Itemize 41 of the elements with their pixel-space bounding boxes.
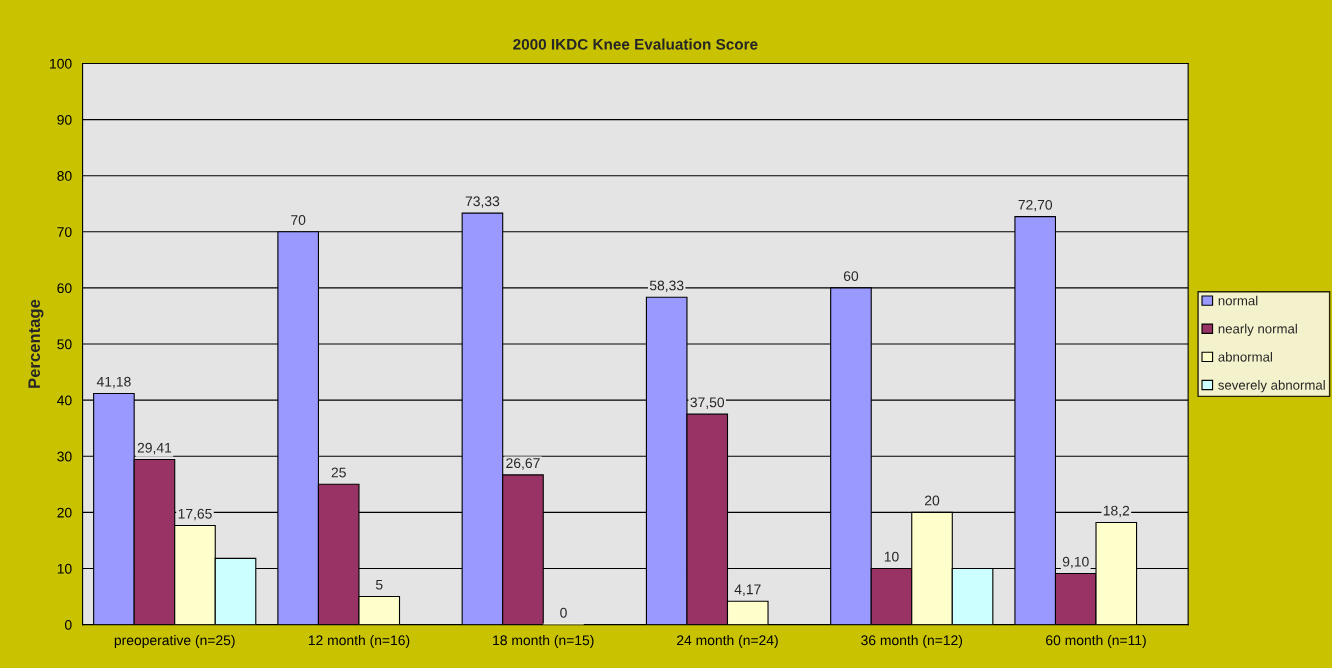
data-label: 17,65 — [178, 508, 212, 521]
data-label: 26,67 — [506, 458, 540, 470]
data-label: 72,70 — [1018, 199, 1053, 212]
legend-label: nearly normal — [1218, 323, 1297, 337]
y-tick-label: 50 — [57, 339, 72, 350]
y-tick-label: 10 — [57, 563, 72, 574]
x-tick-label: 12 month (n=16) — [308, 635, 410, 648]
x-tick-label: 60 month (n=11) — [1046, 635, 1146, 648]
y-tick-label: 90 — [57, 114, 72, 125]
data-label: 0 — [560, 607, 567, 618]
data-label: 10 — [884, 551, 899, 562]
y-tick-label: 100 — [50, 58, 72, 69]
x-tick-label: preoperative (n=25) — [114, 635, 235, 648]
data-label: 60 — [843, 271, 859, 281]
legend-label: abnormal — [1218, 351, 1272, 362]
y-tick-label: 60 — [57, 283, 72, 294]
y-tick-label: 20 — [57, 507, 72, 518]
data-label: 25 — [331, 467, 346, 478]
y-tick-label: 80 — [57, 171, 72, 181]
data-label: 18,2 — [1103, 505, 1130, 518]
data-label: 73,33 — [465, 196, 500, 208]
data-label: 9,10 — [1062, 556, 1089, 569]
x-tick-label: 18 month (n=15) — [493, 635, 594, 648]
data-label: 70 — [291, 215, 306, 225]
y-axis-title: Percentage — [28, 299, 44, 388]
y-tick-label: 30 — [57, 451, 72, 462]
x-tick-label: 36 month (n=12) — [861, 635, 963, 648]
legend-label: severely abnormal — [1218, 380, 1325, 393]
x-tick-label: 24 month (n=24) — [677, 635, 778, 648]
y-tick-label: 70 — [57, 227, 72, 237]
legend-label: normal — [1218, 295, 1258, 306]
y-tick-label: 0 — [64, 619, 72, 630]
data-label: 41,18 — [96, 376, 131, 389]
data-label: 29,41 — [137, 442, 172, 455]
data-label: 37,50 — [690, 397, 725, 409]
chart-title: 2000 IKDC Knee Evaluation Score — [513, 38, 758, 50]
data-label: 58,33 — [649, 280, 684, 293]
data-label: 20 — [925, 495, 940, 506]
data-label: 4,17 — [734, 584, 761, 596]
y-tick-label: 40 — [57, 395, 72, 406]
data-label: 5 — [375, 579, 383, 590]
